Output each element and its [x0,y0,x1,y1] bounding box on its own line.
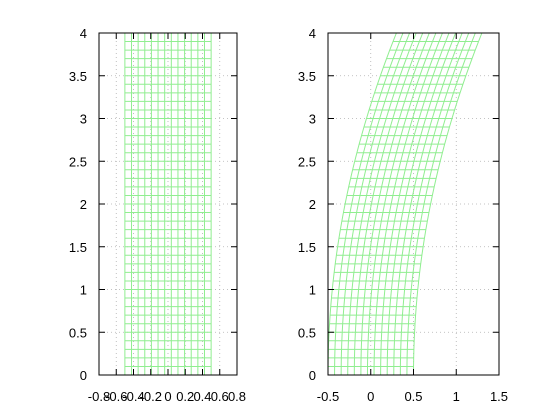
x-tick-label: 0 [164,389,171,404]
x-tick-label: -0.8 [88,389,110,404]
x-tick-label: -0.4 [122,389,144,404]
y-tick-label: 2.5 [69,154,87,169]
x-tick-label: 0 [367,389,374,404]
x-tick-label: -0.2 [140,389,162,404]
x-tick-label: 0.4 [193,389,211,404]
right-mesh-panel: -0.5 0 0.5 1 1.500.511.522.533.54 [298,26,508,404]
y-tick-label: 1.5 [69,240,87,255]
y-tick-label: 0.5 [298,325,316,340]
y-tick-label: 1.5 [298,240,316,255]
y-tick-label: 0 [309,368,316,383]
x-tick-label: 0.6 [211,389,229,404]
y-tick-label: 2 [309,197,316,212]
x-tick-label: 1.5 [490,389,508,404]
x-tick-label: -0.5 [317,389,339,404]
y-tick-label: 1 [309,283,316,298]
y-tick-label: 3.5 [298,69,316,84]
left-mesh-panel: -0.8-0.6-0.4-0.2 0 0.2 0.4 0.6 0.800.511.522.… [69,26,246,404]
y-tick-label: 1 [80,283,87,298]
y-tick-label: 3 [80,112,87,127]
y-tick-label: 4 [80,26,87,41]
x-tick-label: 0.8 [228,389,246,404]
y-tick-label: 0 [80,368,87,383]
y-tick-label: 4 [309,26,316,41]
y-tick-label: 3 [309,112,316,127]
x-tick-label: 0.5 [404,389,422,404]
y-tick-label: 0.5 [69,325,87,340]
x-tick-label: 1 [453,389,460,404]
x-tick-label: -0.6 [105,389,127,404]
y-tick-label: 2 [80,197,87,212]
y-tick-label: 2.5 [298,154,316,169]
x-tick-label: 0.2 [176,389,194,404]
y-tick-label: 3.5 [69,69,87,84]
